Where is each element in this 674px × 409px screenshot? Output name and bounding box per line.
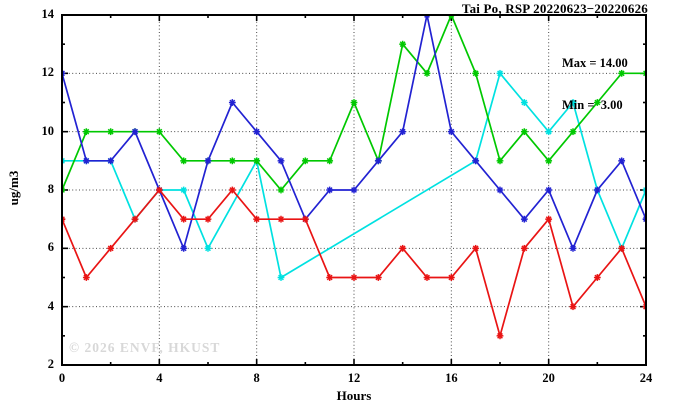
x-tick-label: 20: [542, 371, 555, 385]
x-tick-label: 0: [58, 371, 66, 385]
x-axis-label: Hours: [336, 388, 372, 403]
x-tick-label: 24: [639, 371, 653, 385]
series-green: [62, 15, 646, 194]
series-red: [62, 186, 646, 340]
x-tick-label: 12: [347, 371, 361, 385]
y-tick-label: 12: [41, 65, 55, 80]
series-red-markers: [62, 186, 646, 340]
y-tick-label: 8: [47, 182, 54, 196]
x-tick-label: 8: [253, 371, 260, 385]
y-tick-label: 6: [47, 240, 54, 255]
stats-annotation: Max = 14.00 Min = 3.00: [562, 28, 628, 140]
y-tick-label: 2: [47, 357, 54, 371]
x-tick-label: 4: [156, 371, 163, 385]
max-value-label: Max = 14.00: [562, 56, 628, 70]
y-tick-label: 14: [41, 7, 55, 21]
chart-title: Tai Po, RSP 20220623−20220626: [461, 1, 648, 16]
x-tick-label: 16: [445, 371, 458, 385]
watermark: © 2026 ENVF, HKUST: [69, 340, 221, 355]
plot-border: [61, 14, 647, 366]
y-tick-label: 10: [41, 123, 55, 138]
series-group: [62, 15, 646, 340]
y-tick-label: 4: [47, 298, 54, 313]
min-value-label: Min = 3.00: [562, 98, 623, 112]
